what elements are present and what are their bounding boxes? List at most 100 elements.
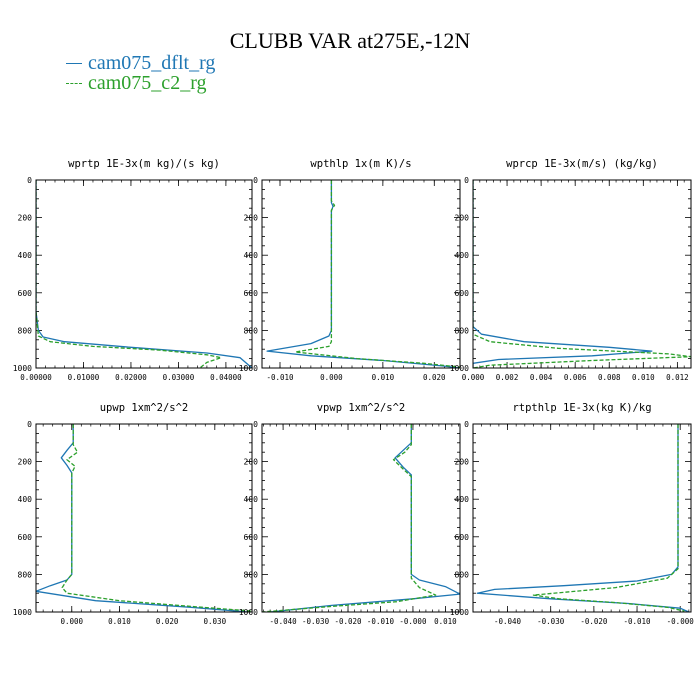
series-line-dflt: [36, 180, 252, 368]
y-tick-label: 1000: [239, 364, 258, 373]
y-tick-label: 600: [244, 533, 259, 542]
x-tick-label: -0.010: [623, 617, 651, 626]
series-line-c2: [473, 180, 691, 368]
y-tick-label: 200: [244, 214, 259, 223]
y-tick-label: 400: [455, 495, 470, 504]
y-tick-label: 400: [244, 495, 259, 504]
x-tick-label: -0.040: [494, 617, 522, 626]
y-tick-label: 600: [455, 289, 470, 298]
y-tick-label: 1000: [13, 364, 32, 373]
series-line-c2: [532, 424, 685, 612]
y-tick-label: 0: [27, 420, 32, 429]
x-tick-label: 0.00000: [20, 373, 52, 382]
chart-panel: vpwp 1xm^2/s^2 0 200 400 600 800 1000 -0.040 -0.…: [239, 402, 461, 626]
x-tick-label: 0.010: [108, 617, 131, 626]
chart-panel: wpthlp 1x(m K)/s 0 200 400 600 800 1000 -0.010 0…: [239, 158, 461, 382]
chart-panel: upwp 1xm^2/s^2 0 200 400 600 800 1000 0.000 0.01…: [13, 402, 253, 626]
y-tick-label: 800: [18, 570, 33, 579]
page-title: CLUBB VAR at275E,-12N: [229, 28, 471, 53]
series-line-c2: [262, 424, 437, 612]
plot-frame: [261, 179, 461, 369]
legend-swatch: [66, 83, 82, 84]
chart-title: wpthlp 1x(m K)/s: [310, 158, 411, 170]
x-tick-label: -0.000: [399, 617, 427, 626]
x-tick-label: -0.030: [302, 617, 330, 626]
y-tick-label: 200: [18, 214, 33, 223]
legend-label: cam075_c2_rg: [88, 72, 207, 94]
x-tick-label: 0.000: [60, 617, 83, 626]
x-tick-label: -0.010: [367, 617, 395, 626]
x-tick-label: 0.020: [423, 373, 446, 382]
legend-item: cam075_c2_rg: [66, 72, 207, 95]
chart-panel: rtpthlp 1E-3x(kg K)/kg 0 200 400 600 800 1000 -…: [450, 402, 695, 626]
y-tick-label: 1000: [450, 608, 469, 617]
y-tick-label: 1000: [239, 608, 258, 617]
series-line-dflt: [266, 180, 460, 368]
x-tick-label: 0.01000: [68, 373, 100, 382]
x-tick-label: 0.000: [462, 373, 485, 382]
x-tick-label: -0.040: [270, 617, 298, 626]
series-line-dflt: [476, 424, 690, 612]
y-tick-label: 0: [464, 176, 469, 185]
x-tick-label: -0.020: [580, 617, 608, 626]
plot-frame: [261, 423, 461, 613]
y-tick-label: 0: [27, 176, 32, 185]
y-tick-label: 600: [244, 289, 259, 298]
y-tick-label: 200: [244, 458, 259, 467]
y-tick-label: 400: [244, 251, 259, 260]
y-tick-label: 1000: [450, 364, 469, 373]
x-tick-label: 0.002: [496, 373, 519, 382]
y-tick-label: 200: [455, 458, 470, 467]
x-tick-label: 0.020: [156, 617, 179, 626]
y-tick-label: 200: [18, 458, 33, 467]
x-tick-label: 0.010: [434, 617, 457, 626]
x-tick-label: -0.020: [334, 617, 362, 626]
y-tick-label: 400: [18, 495, 33, 504]
x-tick-label: 0.012: [666, 373, 689, 382]
series-line-dflt: [473, 180, 653, 368]
y-tick-label: 200: [455, 214, 470, 223]
x-tick-label: 0.006: [564, 373, 587, 382]
y-tick-label: 600: [18, 533, 33, 542]
y-tick-label: 800: [244, 326, 259, 335]
x-tick-label: 0.030: [204, 617, 227, 626]
x-tick-label: 0.04000: [210, 373, 242, 382]
plot-frame: [472, 423, 692, 613]
legend-label: cam075_dflt_rg: [88, 52, 216, 74]
x-tick-label: 0.000: [320, 373, 343, 382]
chart-panel: wprcp 1E-3x(m/s) (kg/kg) 0 200 400 600 800 100…: [450, 158, 692, 382]
x-tick-label: 0.010: [372, 373, 395, 382]
chart-title: vpwp 1xm^2/s^2: [317, 402, 406, 414]
y-tick-label: 0: [253, 176, 258, 185]
series-line-c2: [61, 424, 252, 612]
y-tick-label: 1000: [13, 608, 32, 617]
chart-title: rtpthlp 1E-3x(kg K)/kg: [512, 402, 651, 414]
x-tick-label: -0.010: [266, 373, 294, 382]
plot-frame: [472, 179, 692, 369]
series-line-dflt: [36, 424, 249, 612]
x-tick-label: 0.008: [598, 373, 621, 382]
legend-item: cam075_dflt_rg: [66, 52, 215, 75]
plot-frame: [35, 423, 253, 613]
series-line-c2: [36, 180, 222, 368]
plot-frame: [35, 179, 253, 369]
y-tick-label: 0: [464, 420, 469, 429]
x-tick-label: 0.03000: [163, 373, 195, 382]
x-tick-label: -0.030: [537, 617, 565, 626]
x-tick-label: 0.010: [632, 373, 655, 382]
chart-title: wprtp 1E-3x(m kg)/(s kg): [68, 158, 220, 170]
y-tick-label: 400: [455, 251, 470, 260]
y-tick-label: 0: [253, 420, 258, 429]
chart-panel: wprtp 1E-3x(m kg)/(s kg) 0 200 400 600 800 100…: [13, 158, 253, 382]
legend-swatch: [66, 63, 82, 64]
y-tick-label: 800: [455, 326, 470, 335]
y-tick-label: 600: [18, 289, 33, 298]
x-tick-label: 0.004: [530, 373, 553, 382]
y-tick-label: 800: [244, 570, 259, 579]
series-line-dflt: [270, 424, 460, 612]
chart-title: upwp 1xm^2/s^2: [100, 402, 189, 414]
chart-title: wprcp 1E-3x(m/s) (kg/kg): [506, 158, 658, 170]
x-tick-label: 0.02000: [115, 373, 147, 382]
y-tick-label: 800: [455, 570, 470, 579]
